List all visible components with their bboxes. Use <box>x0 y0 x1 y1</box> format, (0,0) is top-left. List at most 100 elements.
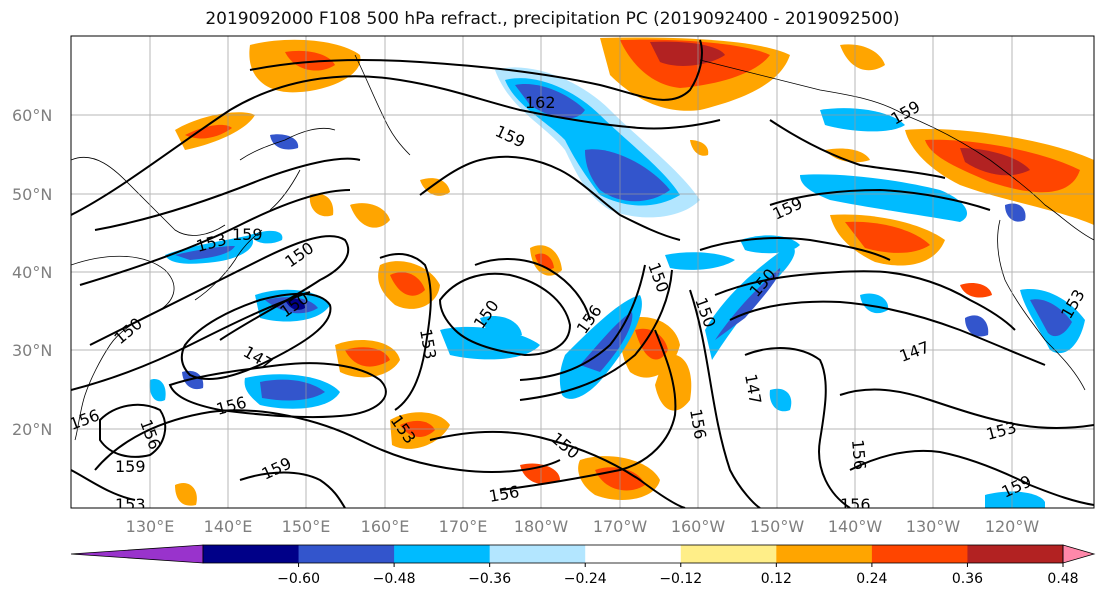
contour-line <box>429 430 686 508</box>
precip-area <box>182 370 204 390</box>
precip-area <box>350 203 390 228</box>
lat-label: 60°N <box>12 106 52 125</box>
refractivity-contours <box>71 39 1094 508</box>
precip-area <box>260 379 325 401</box>
colorbar-extend-min <box>70 544 204 564</box>
precip-area <box>185 124 232 139</box>
contour-label: 162 <box>525 93 556 112</box>
lat-label: 40°N <box>12 263 52 282</box>
precip-area <box>690 140 709 156</box>
precip-area <box>820 108 905 132</box>
precip-area <box>420 178 450 196</box>
contour-line <box>699 237 891 261</box>
contour-line <box>519 269 673 401</box>
precip-area <box>800 174 968 222</box>
contour-line <box>839 388 1094 430</box>
contour-line <box>239 471 346 508</box>
colorbar-segment <box>585 545 682 563</box>
colorbar-segment <box>394 545 491 563</box>
contour-line <box>689 289 761 508</box>
contour-label: 159 <box>232 225 263 244</box>
lon-label: 170°E <box>439 517 488 536</box>
colorbar-tick-label: 0.36 <box>952 571 983 587</box>
precip-area <box>635 328 668 360</box>
contour-line <box>419 155 681 241</box>
contour-line <box>71 291 311 391</box>
contour-line <box>94 157 361 231</box>
precip-area <box>965 315 989 337</box>
colorbar-tick-label: −0.60 <box>277 571 320 587</box>
lat-label: 50°N <box>12 185 52 204</box>
colorbar-tick-label: −0.48 <box>373 571 416 587</box>
contour-label: 156 <box>848 439 870 471</box>
lon-label: 130°E <box>126 517 175 536</box>
map-frame <box>70 35 1095 509</box>
colorbar-tick-label: −0.12 <box>659 571 702 587</box>
precip-area <box>769 388 792 412</box>
lon-label: 130°W <box>906 517 961 536</box>
colorbar: −0.60 −0.48 −0.36 −0.24 −0.12 0.12 0.24 0.36 0.4… <box>70 544 1096 587</box>
precip-area <box>960 283 992 298</box>
latitude-labels: 60°N 50°N 40°N 30°N 20°N <box>12 106 52 439</box>
lon-label: 150°W <box>750 517 805 536</box>
colorbar-tick-label: 0.24 <box>856 571 887 587</box>
colorbar-tick-label: −0.36 <box>468 571 511 587</box>
lon-label: 140°E <box>204 517 253 536</box>
precip-area <box>535 253 554 270</box>
gridlines <box>71 36 1094 508</box>
colorbar-segment <box>871 545 968 563</box>
contour-line <box>71 469 136 501</box>
precip-area <box>1005 203 1026 222</box>
precip-area <box>175 246 235 260</box>
contour-line <box>769 119 946 179</box>
colorbar-segment <box>203 545 300 563</box>
colorbar-segment <box>967 545 1064 563</box>
lon-label: 150°E <box>282 517 331 536</box>
colorbar-extend-max <box>1062 544 1096 564</box>
contour-line <box>71 75 721 216</box>
contour-line <box>249 39 703 101</box>
contour-line <box>729 300 1046 366</box>
colorbar-segment <box>776 545 873 563</box>
precip-area <box>309 193 334 217</box>
lat-label: 30°N <box>12 341 52 360</box>
coastline-alaska <box>699 59 1094 241</box>
precip-area <box>665 252 735 270</box>
precip-area <box>845 221 930 253</box>
precip-area <box>175 482 197 506</box>
precip-area <box>390 272 425 296</box>
lon-label: 160°E <box>361 517 410 536</box>
map-title: 2019092000 F108 500 hPa refract., precip… <box>205 9 900 29</box>
colorbar-tick-label: 0.48 <box>1047 571 1078 587</box>
precip-area <box>825 148 870 163</box>
precip-area <box>149 379 166 402</box>
longitude-labels: 130°E 140°E 150°E 160°E 170°E 180°W 170°… <box>126 517 1040 536</box>
colorbar-tick-label: −0.24 <box>564 571 607 587</box>
contour-line <box>474 258 591 321</box>
precip-area <box>840 44 885 71</box>
lon-label: 160°W <box>671 517 726 536</box>
contour-line <box>379 253 432 411</box>
lon-label: 140°W <box>828 517 883 536</box>
contour-line <box>180 292 332 381</box>
colorbar-segment <box>489 545 586 563</box>
contour-line <box>714 270 1016 331</box>
precip-area <box>285 298 305 310</box>
contour-line <box>519 264 646 381</box>
lon-label: 170°W <box>593 517 648 536</box>
precip-area <box>585 149 670 202</box>
precip-area <box>985 491 1045 508</box>
lon-label: 180°W <box>514 517 569 536</box>
precip-area <box>285 50 335 71</box>
contour-label: 159 <box>115 457 146 476</box>
contour-line <box>744 347 851 508</box>
contour-line <box>79 189 351 286</box>
contour-label: 156 <box>840 495 871 514</box>
colorbar-segment <box>680 545 777 563</box>
contour-line <box>849 449 1094 506</box>
contour-line <box>499 329 677 491</box>
precip-area <box>250 230 283 244</box>
coastline-japan <box>194 169 301 301</box>
precip-area <box>270 134 299 150</box>
